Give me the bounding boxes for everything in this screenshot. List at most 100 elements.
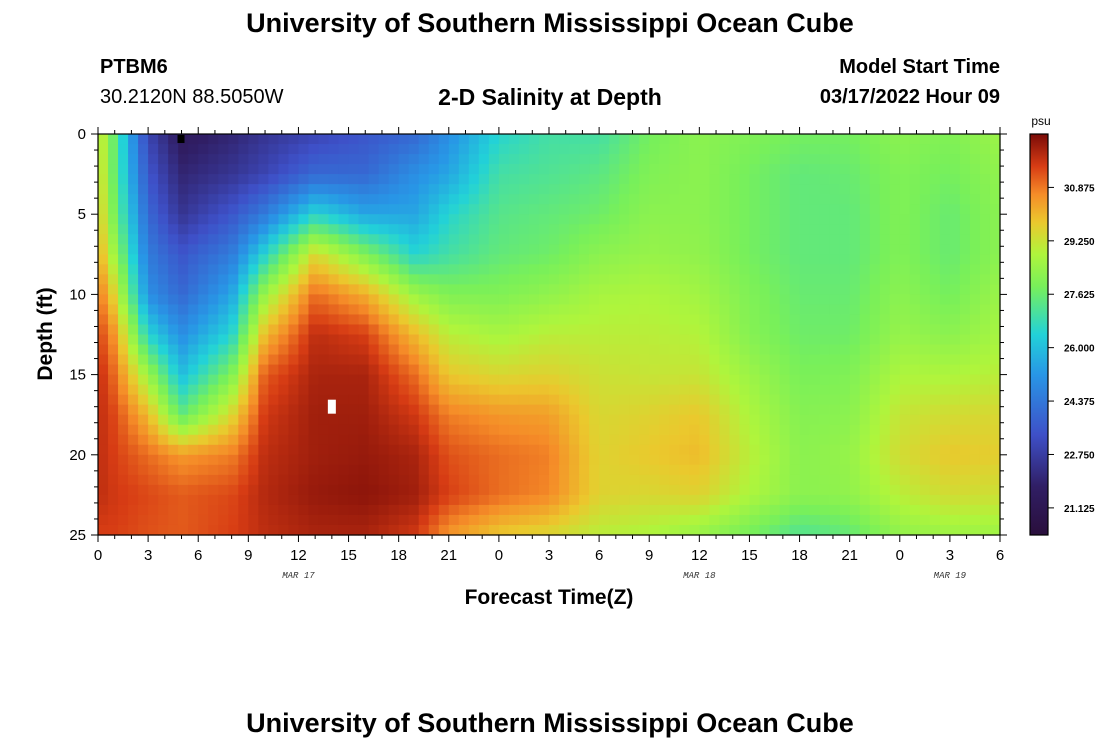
heatmap-cell [388,264,400,275]
heatmap-cell [238,434,249,446]
heatmap-cell [929,524,941,536]
heatmap-cell [518,504,530,516]
heatmap-cell [278,394,290,406]
heatmap-cell [549,154,560,165]
heatmap-cell [849,304,861,316]
heatmap-cell [939,254,951,265]
heatmap-cell [348,264,360,275]
heatmap-cell [228,404,239,416]
heatmap-cell [939,174,951,185]
heatmap-cell [348,474,360,486]
heatmap-cell [829,304,841,316]
heatmap-cell [959,264,971,275]
heatmap-cell [979,304,991,316]
heatmap-cell [869,154,881,165]
heatmap-cell [889,514,901,526]
heatmap-cell [348,324,360,336]
heatmap-cell [238,184,249,195]
heatmap-cell [869,284,881,296]
heatmap-cell [218,284,229,296]
heatmap-cell [599,224,610,235]
heatmap-cell [629,364,640,376]
heatmap-cell [248,484,259,496]
heatmap-cell [559,444,570,456]
heatmap-cell [508,214,520,225]
heatmap-cell [909,134,921,145]
heatmap-cell [909,324,921,336]
heatmap-cell [589,274,600,285]
heatmap-cell [659,254,670,265]
heatmap-cell [518,194,530,205]
heatmap-cell [158,514,169,526]
heatmap-cell [418,484,430,496]
heatmap-cell [358,364,370,376]
heatmap-cell [829,134,841,145]
heatmap-cell [959,474,971,486]
heatmap-cell [559,284,570,296]
heatmap-cell [478,424,490,436]
heatmap-cell [789,204,801,215]
heatmap-cell [418,424,430,436]
heatmap-cell [378,384,390,396]
heatmap-cell [368,314,380,326]
heatmap-cell [98,244,109,255]
heatmap-cell [799,454,811,466]
heatmap-cell [919,464,931,476]
heatmap-cell [959,254,971,265]
heatmap-cell [178,204,189,215]
heatmap-cell [689,424,700,436]
heatmap-cell [98,414,109,426]
heatmap-cell [949,384,961,396]
heatmap-cell [639,504,650,516]
heatmap-cell [799,354,811,366]
heatmap-cell [178,414,189,426]
heatmap-cell [208,204,219,215]
heatmap-cell [549,494,560,506]
heatmap-cell [268,504,279,516]
heatmap-cell [889,324,901,336]
heatmap-cell [939,294,951,306]
heatmap-cell [839,344,851,356]
heatmap-cell [208,444,219,456]
heatmap-cell [148,224,159,235]
heatmap-cell [468,164,480,175]
heatmap-cell [759,434,771,446]
heatmap-cell [729,134,741,145]
heatmap-cell [729,434,741,446]
heatmap-cell [398,464,410,476]
heatmap-cell [278,304,290,316]
heatmap-cell [158,154,169,165]
heatmap-cell [659,484,670,496]
heatmap-cell [228,144,239,155]
heatmap-cell [699,174,710,185]
heatmap-cell [949,184,961,195]
heatmap-cell [639,394,650,406]
heatmap-cell [549,354,560,366]
heatmap-cell [148,304,159,316]
heatmap-cell [739,484,751,496]
heatmap-cell [358,184,370,195]
heatmap-cell [789,464,801,476]
heatmap-cell [709,514,720,526]
heatmap-cell [679,424,690,436]
heatmap-cell [649,154,660,165]
heatmap-cell [679,314,690,326]
heatmap-cell [569,194,580,205]
heatmap-cell [759,404,771,416]
heatmap-cell [128,154,139,165]
heatmap-cell [488,324,500,336]
heatmap-cell [839,144,851,155]
heatmap-cell [318,254,330,265]
heatmap-cell [468,174,480,185]
heatmap-cell [549,424,560,436]
heatmap-cell [288,334,300,346]
heatmap-cell [368,364,380,376]
heatmap-cell [889,374,901,386]
heatmap-cell [699,234,710,245]
heatmap-cell [569,154,580,165]
heatmap-cell [148,484,159,496]
heatmap-cell [799,324,811,336]
heatmap-cells [98,134,1001,536]
heatmap-cell [709,334,720,346]
heatmap-cell [428,524,440,536]
